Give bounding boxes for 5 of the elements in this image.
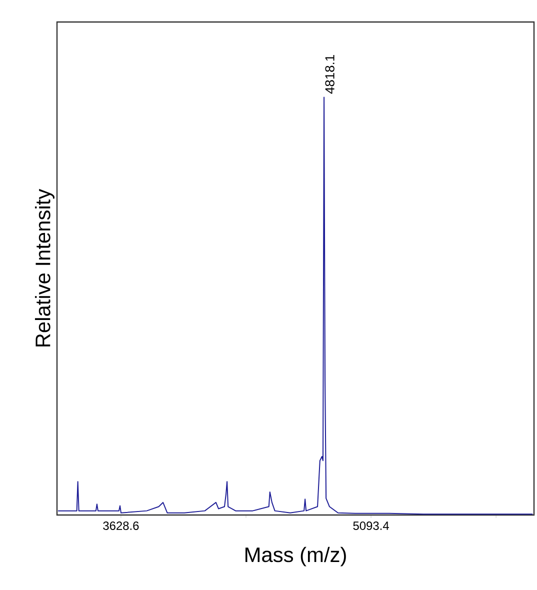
x-tick-label: 5093.4 bbox=[353, 522, 389, 530]
x-axis-title: Mass (m/z) bbox=[246, 546, 346, 566]
x-tick-label: 3628.6 bbox=[103, 522, 139, 530]
y-axis-title: Relative Intensity bbox=[34, 188, 54, 346]
annotation: 4818.1 bbox=[325, 55, 334, 94]
